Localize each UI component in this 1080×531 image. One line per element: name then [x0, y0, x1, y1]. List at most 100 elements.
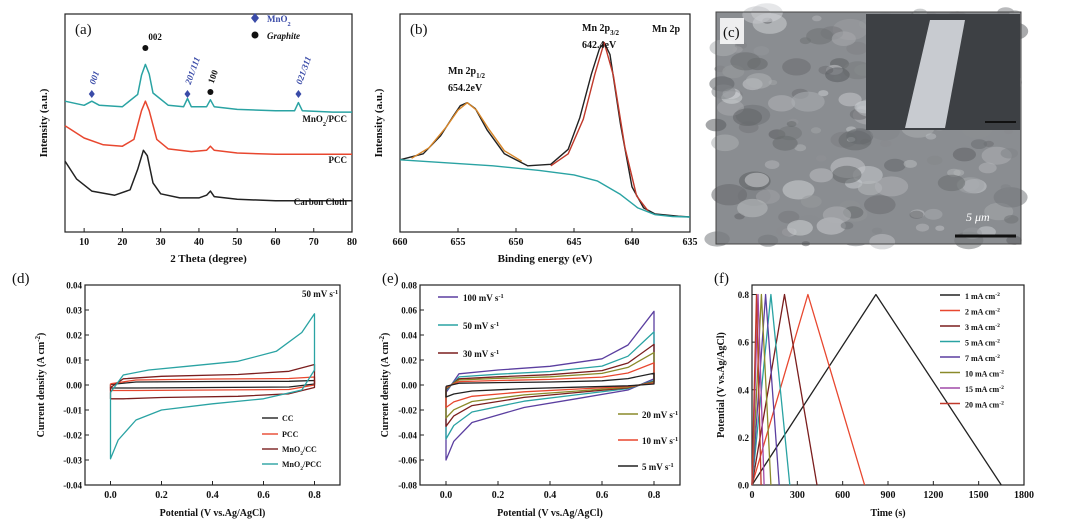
sem-texture-blob	[730, 52, 761, 71]
sem-texture-blob	[799, 37, 812, 45]
sem-texture-blob	[778, 210, 800, 224]
sem-texture-blob	[782, 58, 811, 76]
gcd-legend-label: 3 mA cm-2	[965, 323, 1000, 332]
sem-texture-blob	[800, 195, 822, 208]
cv-rates-legend-label: 50 mV s-1	[463, 321, 499, 332]
gcd-series-line	[751, 293, 791, 486]
sem-texture-blob	[711, 84, 736, 100]
cv-compare-xtick-label: 0.8	[308, 490, 321, 501]
sem-panel-label: (c)	[723, 25, 740, 41]
sem-texture-blob	[786, 121, 797, 127]
cv-rates-legend-label: 30 mV s-1	[463, 349, 499, 360]
sem-texture-blob	[970, 139, 988, 150]
xrd-peak-marker-diamond	[88, 90, 95, 98]
cv-rates-x-axis-label: Potential (V vs.Ag/AgCl)	[497, 508, 603, 519]
xrd-xtick-label: 50	[232, 237, 242, 248]
sem-texture-blob	[768, 95, 796, 112]
sem-texture-blob	[757, 234, 779, 247]
xrd-peak-marker-circle	[142, 45, 149, 51]
sem-texture-blob	[952, 147, 977, 162]
cv-rates-legend-label: 100 mV s-1	[463, 293, 504, 304]
cv-compare-xtick-label: 0.0	[104, 490, 117, 501]
gcd-ytick-label: 0.8	[738, 290, 750, 300]
sem-texture-blob	[782, 180, 815, 200]
gcd-series-line	[751, 293, 780, 486]
xrd-xtick-label: 60	[270, 237, 280, 248]
sem-texture-blob	[1004, 215, 1019, 224]
xrd-peak-marker-circle	[207, 89, 214, 95]
cv-rates-ytick-label: -0.02	[398, 406, 417, 416]
gcd-xtick-label: 1800	[1014, 490, 1034, 501]
cv-compare-ytick-label: 0.01	[66, 356, 82, 366]
xps-xtick-label: 655	[451, 237, 466, 248]
sem-texture-blob	[815, 155, 827, 162]
xps-y-axis-label: Intensity (a.u.)	[373, 88, 385, 157]
sem-texture-blob	[704, 231, 730, 247]
cv-compare-ytick-label: 0.03	[66, 306, 82, 316]
xps-series-line	[550, 41, 649, 212]
xrd-legend-marker-circle	[251, 31, 259, 39]
sem-texture-blob	[842, 61, 873, 80]
xps-xtick-label: 640	[625, 237, 640, 248]
cv-compare-panel-label: (d)	[12, 271, 30, 287]
sem-texture-blob	[869, 234, 896, 250]
sem-texture-blob	[794, 144, 807, 152]
xrd-x-axis-label: 2 Theta (degree)	[170, 253, 247, 265]
gcd-xtick-label: 900	[881, 490, 896, 501]
sem-texture-blob	[874, 176, 909, 197]
sem-texture-blob	[755, 189, 780, 204]
cv-compare-ytick-label: 0.04	[66, 281, 82, 291]
gcd-series-line	[751, 293, 818, 486]
xps-peak-annotation: Mn 2p3/2	[582, 23, 620, 37]
cv-rates-series-line	[445, 372, 655, 398]
sem-texture-blob	[846, 41, 868, 55]
sem-texture-blob	[838, 92, 862, 107]
cv-compare-series-line	[109, 379, 316, 389]
xrd-peak-label: 201/111	[183, 55, 202, 86]
sem-texture-blob	[753, 46, 770, 56]
xrd-legend-marker-diamond	[251, 13, 259, 23]
sem-texture-blob	[925, 133, 937, 140]
sem-texture-blob	[909, 210, 924, 219]
cv-compare-legend-label: CC	[282, 414, 294, 423]
gcd-legend-label: 5 mA cm-2	[965, 339, 1000, 348]
xrd-series-line	[64, 63, 352, 113]
sem-texture-blob	[924, 208, 943, 220]
sem-texture-blob	[812, 15, 822, 22]
xrd-series-label: MnO2/PCC	[302, 114, 347, 128]
sem-texture-blob	[809, 168, 834, 183]
sem-texture-blob	[978, 162, 997, 174]
sem-texture-blob	[831, 31, 856, 46]
cv-rates-ytick-label: 0.00	[401, 381, 417, 391]
xrd-y-axis-label: Intensity (a.u.)	[38, 88, 50, 157]
sem-texture-blob	[791, 91, 825, 112]
cv-rates-y-axis-label: Current density (A cm-2)	[378, 333, 391, 438]
sem-texture-blob	[818, 90, 829, 97]
sem-texture-blob	[711, 134, 739, 152]
cv-compare-ytick-label: 0.00	[66, 381, 82, 391]
cv-rates-xtick-label: 0.6	[596, 490, 609, 501]
xps-title: Mn 2p	[652, 24, 681, 35]
gcd-series-line	[751, 293, 1002, 486]
cv-compare-ytick-label: -0.02	[63, 431, 82, 441]
sem-texture-blob	[744, 172, 770, 188]
sem-inset-fiber	[905, 20, 965, 128]
sem-texture-blob	[1000, 148, 1018, 159]
xps-xtick-label: 660	[393, 237, 408, 248]
cv-compare-legend-label: PCC	[282, 430, 299, 439]
xps-xtick-label: 645	[567, 237, 582, 248]
gcd-legend-label: 7 mA cm-2	[965, 354, 1000, 363]
cv-rates-legend-label: 20 mV s-1	[642, 410, 678, 421]
xps-peak-annotation: Mn 2p1/2	[448, 66, 486, 80]
xrd-peak-label: 001	[87, 70, 101, 86]
gcd-ytick-label: 0.6	[738, 338, 750, 348]
xrd-xtick-label: 40	[194, 237, 204, 248]
xrd-series-line	[64, 149, 352, 202]
sem-texture-blob	[937, 174, 966, 192]
cv-compare-ytick-label: -0.01	[63, 406, 82, 416]
sem-texture-blob	[764, 160, 780, 170]
sem-texture-blob	[787, 220, 813, 236]
sem-texture-blob	[884, 158, 906, 172]
gcd-series-line	[751, 293, 772, 486]
